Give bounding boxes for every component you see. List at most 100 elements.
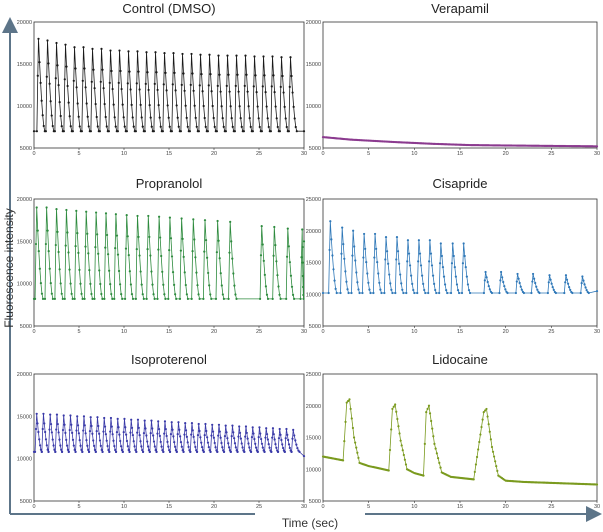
data-point — [153, 82, 156, 85]
data-point — [50, 431, 53, 434]
data-point — [328, 248, 331, 252]
data-point — [171, 428, 174, 431]
data-point — [164, 428, 167, 431]
data-point — [101, 297, 104, 301]
data-point — [321, 291, 325, 295]
x-tick-label: 30 — [301, 329, 307, 335]
data-point — [37, 430, 40, 434]
data-point — [65, 208, 68, 212]
data-point — [430, 264, 434, 267]
data-point — [288, 446, 291, 450]
x-tick-label: 0 — [321, 504, 324, 510]
data-point — [50, 114, 53, 117]
data-point — [45, 75, 48, 78]
data-point — [136, 50, 139, 53]
data-point — [347, 399, 350, 403]
data-point — [218, 257, 221, 260]
data-point — [450, 262, 454, 265]
data-point — [71, 438, 75, 441]
x-tick-label: 20 — [503, 329, 509, 335]
data-point — [273, 225, 276, 229]
data-point — [96, 125, 99, 128]
data-point — [95, 429, 98, 433]
data-point — [251, 426, 254, 429]
data-point — [179, 249, 182, 252]
data-point — [272, 433, 275, 436]
data-point — [279, 433, 282, 436]
data-point — [227, 297, 230, 301]
x-tick-label: 15 — [457, 151, 463, 157]
data-point — [66, 231, 69, 234]
data-point — [430, 419, 433, 423]
data-point — [96, 416, 99, 419]
data-point — [146, 71, 149, 74]
x-tick-label: 10 — [121, 504, 127, 510]
data-point — [291, 437, 294, 440]
data-point — [98, 432, 101, 435]
data-point — [257, 436, 260, 439]
data-point — [157, 420, 160, 423]
data-point — [54, 77, 57, 80]
data-point — [396, 417, 399, 421]
data-point — [148, 450, 151, 453]
data-point — [464, 265, 467, 269]
data-point — [281, 74, 284, 78]
data-point — [238, 105, 241, 108]
data-point — [295, 443, 298, 446]
data-point — [421, 274, 424, 277]
plot-frame — [322, 198, 598, 327]
data-point — [123, 417, 126, 420]
data-point — [41, 114, 44, 117]
data-point — [77, 432, 80, 435]
data-point — [302, 297, 305, 301]
data-point — [71, 130, 74, 133]
data-point — [53, 130, 56, 133]
data-point — [278, 293, 281, 296]
data-point — [491, 450, 495, 453]
data-point — [551, 286, 554, 289]
x-tick-label: 30 — [594, 151, 600, 157]
data-point — [209, 293, 212, 296]
data-point — [261, 85, 264, 88]
data-point — [65, 444, 69, 447]
data-point — [345, 280, 348, 283]
data-point — [245, 431, 248, 435]
data-point — [56, 230, 59, 233]
data-point — [169, 237, 173, 240]
data-point — [435, 452, 438, 455]
data-point — [82, 46, 85, 49]
x-axis-label: Time (sec) — [282, 516, 338, 530]
data-point — [267, 442, 270, 446]
data-point — [65, 438, 68, 441]
data-point — [83, 424, 86, 427]
x-tick-label: 0 — [321, 329, 324, 335]
data-point — [293, 117, 296, 120]
data-point — [212, 116, 215, 120]
plot-area — [321, 135, 599, 148]
data-point — [227, 446, 231, 449]
data-point — [484, 270, 487, 274]
data-point — [439, 242, 442, 245]
data-point — [81, 450, 84, 453]
data-point — [271, 55, 274, 58]
data-point — [467, 289, 471, 292]
data-point — [105, 233, 109, 237]
data-point — [62, 414, 65, 417]
data-point — [333, 279, 336, 282]
data-point — [203, 219, 207, 222]
data-point — [108, 450, 111, 453]
data-point — [440, 254, 443, 258]
x-tick-label: 25 — [548, 151, 554, 157]
data-point — [490, 291, 494, 295]
data-point — [581, 275, 584, 278]
data-point — [173, 71, 176, 74]
x-tick-label: 0 — [32, 504, 35, 510]
data-point — [402, 291, 405, 295]
data-point — [275, 260, 278, 263]
data-point — [246, 90, 249, 93]
panel-title: Cisapride — [433, 176, 488, 191]
data-point — [55, 413, 59, 416]
data-point — [118, 49, 121, 52]
data-point — [87, 448, 90, 451]
plot-area — [32, 206, 306, 301]
